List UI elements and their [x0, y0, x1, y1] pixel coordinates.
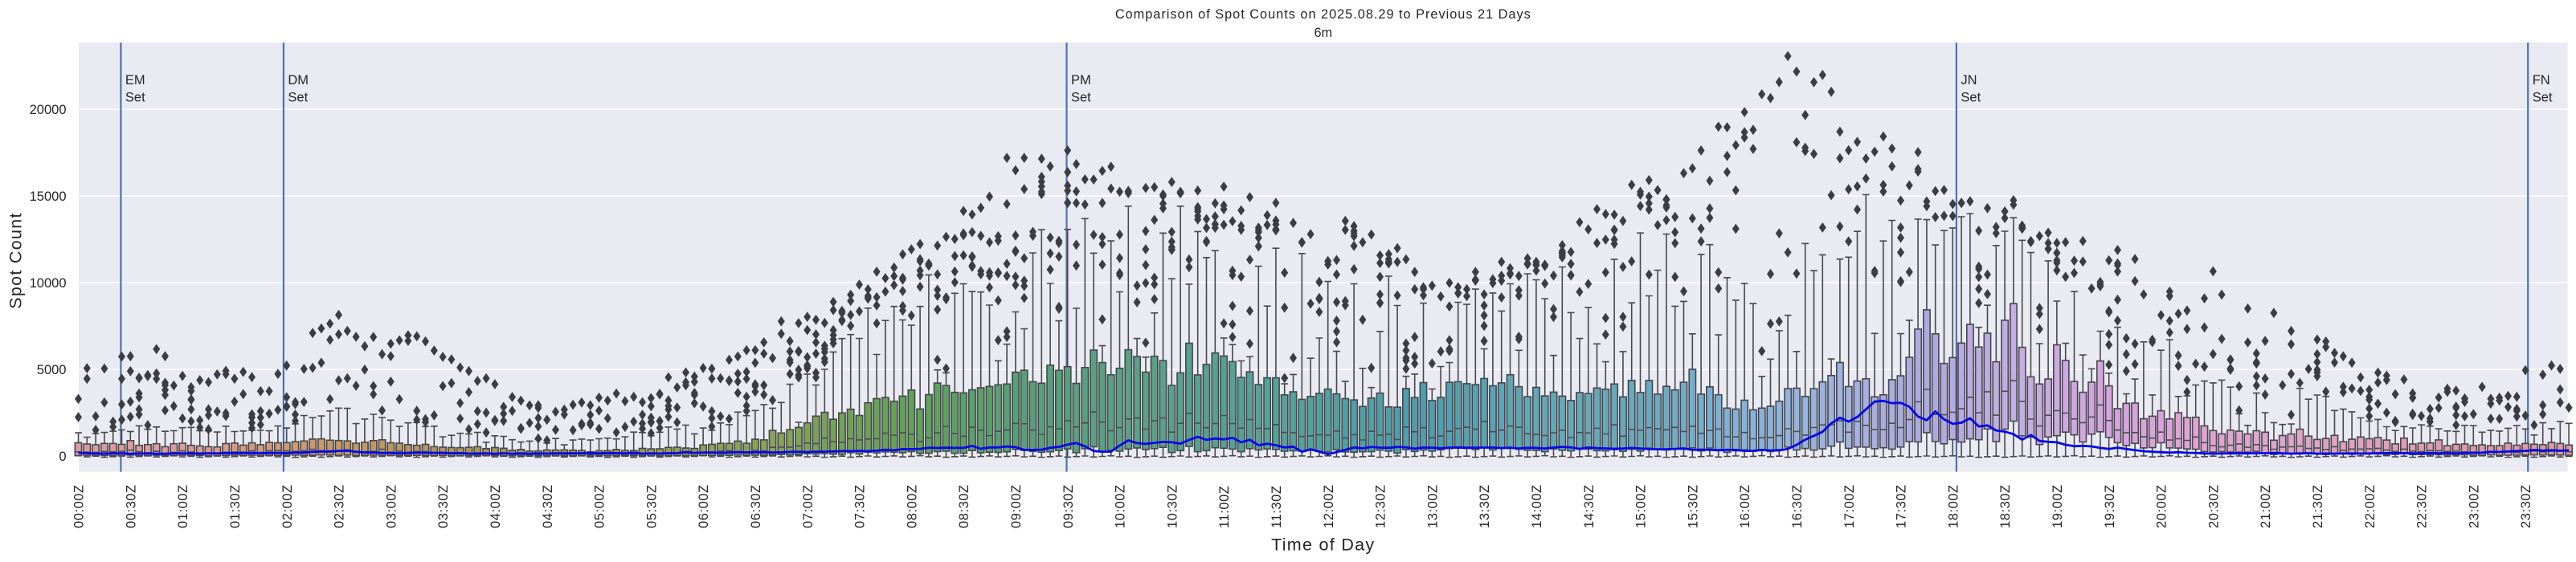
svg-text:06:00Z: 06:00Z — [697, 484, 711, 528]
svg-text:Set: Set — [125, 90, 145, 104]
svg-text:5000: 5000 — [37, 363, 67, 377]
svg-text:22:00Z: 22:00Z — [2363, 484, 2378, 528]
svg-text:01:30Z: 01:30Z — [228, 484, 243, 528]
svg-text:02:00Z: 02:00Z — [280, 484, 295, 528]
svg-text:10:30Z: 10:30Z — [1165, 484, 1180, 528]
svg-text:EM: EM — [125, 73, 145, 88]
svg-text:14:30Z: 14:30Z — [1582, 484, 1597, 528]
svg-text:16:30Z: 16:30Z — [1790, 484, 1805, 528]
svg-text:DM: DM — [288, 73, 309, 88]
svg-text:21:00Z: 21:00Z — [2259, 484, 2273, 528]
svg-text:07:30Z: 07:30Z — [853, 484, 868, 528]
svg-text:PM: PM — [1071, 73, 1091, 88]
svg-text:21:30Z: 21:30Z — [2311, 484, 2325, 528]
svg-text:Spot Count: Spot Count — [6, 212, 26, 309]
svg-text:04:00Z: 04:00Z — [489, 484, 503, 528]
svg-text:17:30Z: 17:30Z — [1895, 484, 1909, 528]
svg-text:01:00Z: 01:00Z — [176, 484, 190, 528]
svg-text:00:00Z: 00:00Z — [72, 484, 87, 528]
svg-text:18:30Z: 18:30Z — [1998, 484, 2013, 528]
svg-text:11:00Z: 11:00Z — [1217, 486, 1232, 528]
svg-text:02:30Z: 02:30Z — [333, 484, 347, 528]
svg-text:04:30Z: 04:30Z — [541, 484, 555, 528]
svg-text:08:30Z: 08:30Z — [957, 484, 971, 528]
svg-text:11:30Z: 11:30Z — [1270, 486, 1284, 528]
svg-text:Comparison of Spot Counts on 2: Comparison of Spot Counts on 2025.08.29 … — [1115, 7, 1531, 22]
svg-text:23:30Z: 23:30Z — [2519, 484, 2533, 528]
svg-text:05:00Z: 05:00Z — [593, 484, 607, 528]
svg-text:20:00Z: 20:00Z — [2155, 484, 2169, 528]
svg-text:17:00Z: 17:00Z — [1842, 484, 1857, 528]
svg-text:16:00Z: 16:00Z — [1738, 484, 1752, 528]
svg-text:Set: Set — [1071, 90, 1091, 104]
svg-text:22:30Z: 22:30Z — [2415, 484, 2430, 528]
svg-text:19:00Z: 19:00Z — [2051, 484, 2065, 528]
svg-text:06:30Z: 06:30Z — [749, 484, 763, 528]
svg-text:6m: 6m — [1314, 26, 1332, 40]
svg-text:20:30Z: 20:30Z — [2206, 484, 2221, 528]
svg-text:07:00Z: 07:00Z — [801, 484, 816, 528]
svg-text:00:30Z: 00:30Z — [124, 484, 138, 528]
svg-text:19:30Z: 19:30Z — [2103, 484, 2117, 528]
svg-text:15000: 15000 — [30, 189, 67, 204]
svg-text:03:00Z: 03:00Z — [384, 484, 399, 528]
svg-text:12:00Z: 12:00Z — [1322, 484, 1336, 528]
svg-text:FN: FN — [2533, 73, 2550, 88]
svg-text:05:30Z: 05:30Z — [644, 484, 659, 528]
svg-text:15:30Z: 15:30Z — [1686, 484, 1700, 528]
svg-text:13:30Z: 13:30Z — [1478, 484, 1492, 528]
svg-text:0: 0 — [59, 450, 66, 464]
svg-text:Set: Set — [2533, 90, 2553, 104]
svg-text:14:00Z: 14:00Z — [1530, 484, 1544, 528]
svg-text:13:00Z: 13:00Z — [1425, 484, 1440, 528]
svg-text:Time of Day: Time of Day — [1271, 535, 1375, 554]
svg-text:Set: Set — [288, 90, 308, 104]
svg-text:10000: 10000 — [30, 276, 67, 291]
svg-text:12:30Z: 12:30Z — [1374, 484, 1388, 528]
svg-text:15:00Z: 15:00Z — [1634, 484, 1649, 528]
svg-text:JN: JN — [1961, 73, 1977, 88]
svg-text:18:00Z: 18:00Z — [1946, 484, 1961, 528]
svg-text:Set: Set — [1961, 90, 1981, 104]
svg-text:09:00Z: 09:00Z — [1009, 484, 1024, 528]
svg-text:10:00Z: 10:00Z — [1114, 484, 1128, 528]
svg-text:23:00Z: 23:00Z — [2467, 484, 2481, 528]
svg-text:20000: 20000 — [30, 103, 67, 117]
svg-text:08:00Z: 08:00Z — [905, 484, 919, 528]
svg-text:09:30Z: 09:30Z — [1061, 484, 1076, 528]
svg-text:03:30Z: 03:30Z — [436, 484, 451, 528]
